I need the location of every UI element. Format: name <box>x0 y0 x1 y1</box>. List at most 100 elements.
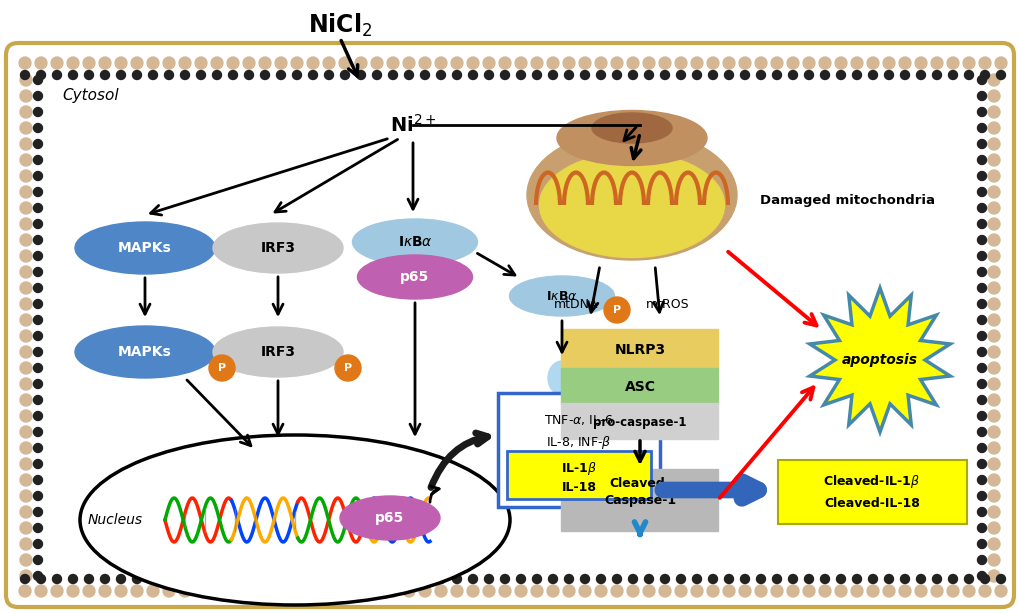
Circle shape <box>676 574 685 584</box>
Text: pro-caspase-1: pro-caspase-1 <box>593 416 686 428</box>
Circle shape <box>819 574 828 584</box>
Circle shape <box>987 474 999 486</box>
Circle shape <box>987 490 999 502</box>
Circle shape <box>516 574 525 584</box>
Circle shape <box>900 70 909 80</box>
Circle shape <box>611 574 621 584</box>
Circle shape <box>340 70 350 80</box>
Circle shape <box>147 57 159 69</box>
Circle shape <box>787 57 798 69</box>
FancyBboxPatch shape <box>506 451 650 499</box>
Circle shape <box>802 585 814 597</box>
Circle shape <box>987 154 999 166</box>
Circle shape <box>987 442 999 454</box>
Circle shape <box>976 379 985 389</box>
Circle shape <box>388 574 397 584</box>
Circle shape <box>83 585 95 597</box>
Text: MAPKs: MAPKs <box>118 345 172 359</box>
Circle shape <box>484 574 493 584</box>
Circle shape <box>882 585 894 597</box>
Text: apoptosis: apoptosis <box>841 353 917 367</box>
Circle shape <box>308 70 317 80</box>
Circle shape <box>292 70 302 80</box>
Circle shape <box>52 70 61 80</box>
Circle shape <box>987 106 999 118</box>
Ellipse shape <box>539 153 723 257</box>
Circle shape <box>20 106 32 118</box>
Circle shape <box>34 427 43 436</box>
Ellipse shape <box>357 255 472 299</box>
Circle shape <box>987 426 999 438</box>
Circle shape <box>34 539 43 549</box>
Circle shape <box>515 585 527 597</box>
Circle shape <box>37 70 46 80</box>
Text: IRF3: IRF3 <box>260 241 296 255</box>
Text: P: P <box>612 305 621 315</box>
Circle shape <box>37 574 46 584</box>
Circle shape <box>20 442 32 454</box>
Circle shape <box>531 585 542 597</box>
Circle shape <box>987 186 999 198</box>
Circle shape <box>20 70 30 80</box>
Text: TNF-$\alpha$, IL-6: TNF-$\alpha$, IL-6 <box>544 413 613 427</box>
Circle shape <box>52 574 61 584</box>
Circle shape <box>20 574 30 584</box>
Circle shape <box>987 378 999 390</box>
Ellipse shape <box>79 435 510 605</box>
Ellipse shape <box>591 113 672 143</box>
FancyBboxPatch shape <box>560 469 717 531</box>
Circle shape <box>20 426 32 438</box>
Circle shape <box>20 298 32 310</box>
Circle shape <box>467 57 479 69</box>
Circle shape <box>34 555 43 565</box>
Circle shape <box>658 585 671 597</box>
Circle shape <box>976 156 985 164</box>
Circle shape <box>964 70 972 80</box>
Circle shape <box>34 283 43 292</box>
Circle shape <box>419 585 431 597</box>
Circle shape <box>357 70 365 80</box>
Circle shape <box>34 75 43 85</box>
Circle shape <box>420 70 429 80</box>
Circle shape <box>976 332 985 340</box>
Circle shape <box>164 574 173 584</box>
Text: mtROS: mtROS <box>646 298 689 311</box>
Circle shape <box>500 70 510 80</box>
Circle shape <box>804 70 813 80</box>
Circle shape <box>243 57 255 69</box>
Circle shape <box>562 57 575 69</box>
Circle shape <box>976 411 985 421</box>
Circle shape <box>987 506 999 518</box>
Circle shape <box>987 202 999 214</box>
Circle shape <box>979 70 988 80</box>
Circle shape <box>987 522 999 534</box>
Circle shape <box>419 57 431 69</box>
Circle shape <box>531 57 542 69</box>
Circle shape <box>20 410 32 422</box>
Circle shape <box>976 219 985 229</box>
Text: NiCl$_2$: NiCl$_2$ <box>308 12 372 39</box>
Circle shape <box>756 70 764 80</box>
Circle shape <box>338 585 351 597</box>
Circle shape <box>546 57 558 69</box>
Circle shape <box>987 250 999 262</box>
Circle shape <box>276 574 285 584</box>
Circle shape <box>987 410 999 422</box>
Circle shape <box>771 574 781 584</box>
Circle shape <box>35 57 47 69</box>
Circle shape <box>209 355 234 381</box>
Circle shape <box>259 57 271 69</box>
Circle shape <box>227 57 238 69</box>
Circle shape <box>818 585 830 597</box>
Circle shape <box>850 585 862 597</box>
Circle shape <box>227 585 238 597</box>
Circle shape <box>836 70 845 80</box>
Circle shape <box>898 585 910 597</box>
Circle shape <box>976 251 985 261</box>
Circle shape <box>340 574 350 584</box>
Circle shape <box>245 70 254 80</box>
Circle shape <box>564 70 573 80</box>
Circle shape <box>996 70 1005 80</box>
Circle shape <box>722 57 735 69</box>
Circle shape <box>34 204 43 213</box>
